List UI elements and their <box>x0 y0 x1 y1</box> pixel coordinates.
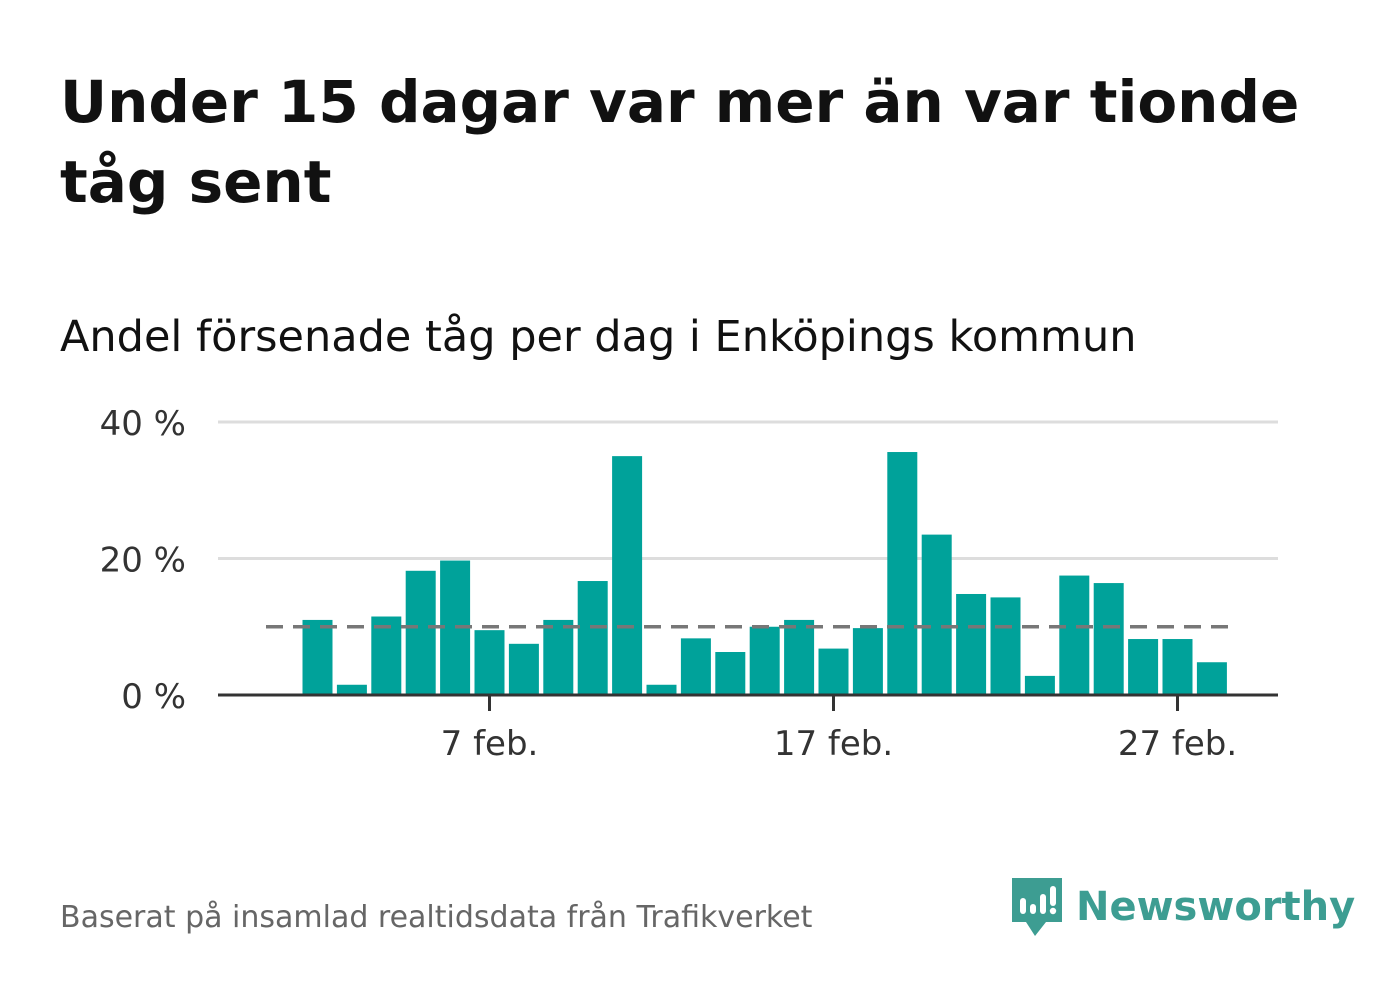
bar <box>405 570 436 695</box>
bar <box>921 534 952 695</box>
bar <box>474 630 505 695</box>
bar <box>818 648 849 695</box>
bar <box>577 581 608 695</box>
bar <box>887 452 918 695</box>
bar <box>956 593 987 695</box>
chart-subtitle: Andel försenade tåg per dag i Enköpings … <box>60 312 1137 362</box>
bar <box>1196 662 1227 695</box>
y-tick-label: 20 % <box>100 541 186 581</box>
bar <box>852 628 883 695</box>
bar <box>680 638 711 695</box>
bar <box>990 597 1021 695</box>
bar <box>371 616 402 695</box>
x-tick-label: 7 feb. <box>441 724 539 764</box>
bar <box>1059 575 1090 695</box>
bar <box>543 619 574 695</box>
bar <box>784 619 815 695</box>
bar <box>302 619 333 695</box>
bar <box>508 643 539 695</box>
brand-logo: Newsworthy <box>1010 876 1355 938</box>
y-tick-label: 40 % <box>100 404 186 444</box>
source-note: Baserat på insamlad realtidsdata från Tr… <box>60 900 813 935</box>
bar <box>749 626 780 695</box>
x-tick-label: 27 feb. <box>1118 724 1237 764</box>
x-tick-label: 17 feb. <box>774 724 893 764</box>
brand-name: Newsworthy <box>1076 884 1356 930</box>
bar <box>1093 583 1124 695</box>
bar <box>1128 639 1159 695</box>
bar <box>715 652 746 695</box>
bar <box>612 456 643 695</box>
chart-title: Under 15 dagar var mer än var tionde tåg… <box>60 68 1300 216</box>
bar <box>646 684 677 695</box>
bar <box>1162 639 1193 695</box>
bar <box>1024 675 1055 695</box>
bar <box>336 684 367 695</box>
newsworthy-logo-icon <box>1012 878 1062 936</box>
y-tick-label: 0 % <box>121 677 186 717</box>
